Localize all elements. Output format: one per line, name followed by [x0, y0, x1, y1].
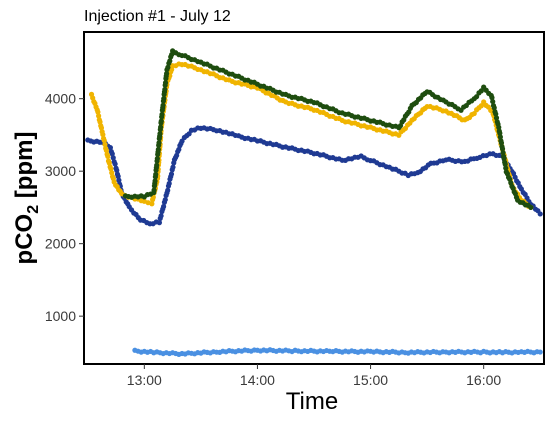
data-point	[161, 95, 167, 102]
data-point	[112, 161, 118, 167]
data-point	[499, 146, 506, 152]
data-point	[107, 145, 113, 151]
data-point	[489, 95, 495, 101]
data-point	[491, 105, 497, 111]
data-point	[493, 115, 500, 121]
data-point	[497, 134, 503, 140]
data-point	[154, 156, 160, 162]
data-point	[164, 70, 170, 77]
data-point	[501, 155, 507, 161]
data-point	[528, 204, 534, 211]
data-point	[471, 110, 477, 117]
x-tick-label: 15:00	[353, 372, 388, 388]
data-points	[85, 48, 543, 357]
data-point	[95, 109, 101, 115]
data-point	[537, 211, 543, 217]
series-4	[122, 48, 534, 211]
data-point	[166, 180, 172, 187]
data-point	[96, 113, 102, 119]
data-point	[103, 147, 109, 154]
data-point	[498, 140, 505, 146]
chart-title: Injection #1 - July 12	[84, 8, 231, 25]
data-point	[500, 149, 506, 156]
data-point	[98, 125, 105, 131]
data-point	[114, 167, 120, 173]
y-label-sub: 2	[25, 205, 42, 214]
data-point	[115, 173, 121, 179]
data-point	[165, 187, 171, 193]
data-point	[156, 140, 162, 146]
y-tick-label: 2000	[45, 236, 76, 252]
series-1	[132, 347, 543, 357]
data-point	[157, 131, 163, 137]
data-point	[100, 131, 106, 138]
data-point	[97, 119, 103, 125]
data-point	[162, 80, 169, 86]
data-point	[537, 349, 543, 355]
data-point	[158, 118, 164, 124]
data-point	[170, 164, 176, 170]
y-label-main: pCO	[11, 214, 38, 265]
data-point	[490, 98, 496, 105]
data-point	[162, 86, 168, 93]
data-point	[116, 177, 122, 183]
data-point	[168, 171, 175, 177]
data-point	[496, 124, 502, 130]
data-point	[502, 161, 508, 167]
x-tick-label: 16:00	[466, 372, 501, 388]
data-point	[493, 111, 499, 117]
y-tick-label: 4000	[45, 91, 76, 107]
y-axis-label: pCO2 [ppm]	[11, 132, 42, 265]
x-tick-label: 13:00	[127, 372, 162, 388]
x-axis: 13:00 14:00 15:00 16:00	[127, 364, 501, 388]
y-tick-label: 3000	[45, 163, 76, 179]
data-point	[161, 203, 167, 210]
data-point	[159, 111, 165, 118]
data-point	[154, 162, 160, 168]
y-tick-label: 1000	[45, 308, 76, 324]
data-point	[158, 213, 164, 219]
data-point	[102, 141, 108, 148]
data-point	[503, 165, 509, 171]
data-point	[110, 155, 116, 161]
data-point	[152, 178, 158, 184]
data-point	[162, 197, 168, 203]
data-point	[109, 151, 115, 157]
data-point	[101, 137, 107, 144]
y-axis: 1000 2000 3000 4000	[45, 91, 84, 324]
data-point	[153, 171, 159, 177]
plot-frame	[83, 31, 545, 365]
data-point	[497, 130, 503, 136]
data-point	[474, 94, 480, 100]
x-tick-label: 14:00	[240, 372, 275, 388]
data-point	[105, 153, 111, 160]
data-point	[158, 124, 164, 130]
data-point	[155, 146, 161, 153]
data-point	[478, 88, 484, 94]
data-point	[156, 220, 163, 226]
x-axis-label: Time	[286, 388, 338, 415]
data-point	[151, 187, 157, 193]
data-point	[478, 103, 484, 109]
data-point	[149, 201, 155, 207]
y-label-unit: [ppm]	[11, 132, 38, 205]
data-point	[160, 102, 166, 108]
data-point	[165, 64, 171, 70]
data-point	[167, 58, 173, 64]
